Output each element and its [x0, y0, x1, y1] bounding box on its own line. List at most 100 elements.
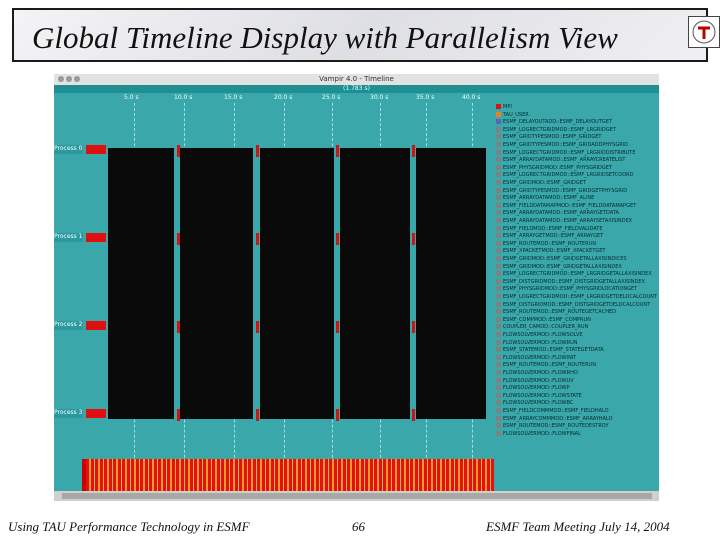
close-window-button[interactable] — [58, 76, 64, 82]
legend-item[interactable]: ESMF_DISTGRIDMOD::ESMF_DISTGRIDGETALLAXI… — [496, 278, 645, 285]
legend-label: ESMF_ARRAYDATAMOD::ESMF_ARRAYSETAXISINDE… — [503, 218, 633, 224]
legend-label: ESMF_GRIDMOD::ESMF_GRIDGETALLAXISINDEX — [503, 263, 622, 270]
legend-swatch — [496, 134, 501, 140]
zoom-info-bar: (1.783 s) — [54, 85, 659, 93]
mpi-event — [256, 321, 259, 333]
legend-label: FLOWSOLVERMOD::FLOWFINAL — [503, 430, 581, 437]
legend-label: ESMF_FIELDCOMMMOD::ESMF_FIELDHALO — [503, 408, 609, 414]
legend-swatch — [496, 180, 501, 185]
legend-item[interactable]: ESMF_ARRAYDATAMOD::ESMF_ARRAYGETDATA — [496, 210, 619, 216]
mpi-event — [336, 409, 339, 421]
legend-label: ESMF_ARRAYGETMOD::ESMF_ARRAYGET — [503, 233, 604, 240]
legend-swatch — [496, 339, 501, 345]
legend-item[interactable]: ESMF_GRIDTYPESMOD::ESMF_GRIDGETPHYSGRID — [496, 187, 627, 194]
legend-swatch — [496, 347, 501, 353]
legend-item[interactable]: ESMF_FIELDCOMMMOD::ESMF_FIELDHALO — [496, 408, 609, 414]
legend-item[interactable]: FLOWSOLVERMOD::FLOWUV — [496, 377, 574, 384]
legend-label: ESMF_ARRAYDATAMOD::ESMF_ARRAYGETDATA — [503, 210, 619, 217]
legend-swatch — [496, 256, 501, 261]
legend-swatch — [496, 218, 501, 223]
legend-label: ESMF_ARRAYDATAMOD::ESMF_ARRAYCREATELIST — [503, 157, 626, 164]
horizontal-scrollbar[interactable] — [54, 491, 659, 501]
mpi-event — [412, 233, 415, 245]
legend-item[interactable]: ESMF_ROUTEMOD::ESMF_ROUTERUN — [496, 362, 596, 368]
legend-label: FLOWSOLVERMOD::FLOWP — [503, 385, 570, 392]
legend-label: ESMF_LOGRECTGRIDMOD::ESMF_LRGRIDDISTRIBU… — [503, 149, 636, 156]
legend-label: FLOWSOLVERMOD::FLOWBC — [503, 400, 574, 407]
legend-item[interactable]: ESMF_ARRAYGETMOD::ESMF_ARRAYGET — [496, 233, 603, 239]
legend-item[interactable]: COUPLER_CAMOD::COUPLER_RUN — [496, 324, 588, 330]
legend-item[interactable]: FLOWSOLVERMOD::FLOWBC — [496, 400, 573, 406]
legend-item[interactable]: ESMF_PHYSGRIDMOD::ESMF_PHYSGRIDGET — [496, 164, 612, 171]
process-mpi-marker — [86, 409, 106, 418]
legend-item[interactable]: TAU_USER — [496, 111, 529, 118]
legend-item[interactable]: ESMF_DISTGRIDMOD::ESMF_DISTGRIDGETDELOCA… — [496, 301, 651, 308]
legend-label: ESMF_STATEMOD::ESMF_STATEGETDATA — [503, 347, 604, 354]
legend-label: ESMF_GRIDTYPESMOD::ESMF_GRIDGET — [503, 134, 602, 141]
legend-item[interactable]: FLOWSOLVERMOD::FLOWRUN — [496, 339, 577, 346]
parallelism-view[interactable] — [86, 459, 494, 497]
footer-left: Using TAU Performance Technology in ESMF — [8, 519, 250, 534]
legend-item[interactable]: ESMF_ARRAYDATAMOD::ESMF_ALINE — [496, 195, 594, 201]
legend-item[interactable]: ESMF_STATEMOD::ESMF_STATEGETDATA — [496, 347, 604, 353]
legend-item[interactable]: ESMF_ROUTEMOD::ESMF_ROUTERUN — [496, 240, 596, 247]
window-title: Vampir 4.0 - Timeline — [319, 75, 394, 83]
legend-item[interactable]: FLOWSOLVERMOD::FLOWFINAL — [496, 430, 581, 437]
legend-item[interactable]: ESMF_GRIDMOD::ESMF_GRIDGET — [496, 180, 586, 186]
legend-item[interactable]: ESMF_DELAYOUTADD::ESMF_DELAYOUTGET — [496, 119, 612, 125]
mpi-event — [256, 145, 259, 157]
legend-swatch — [496, 271, 501, 277]
activity-block — [340, 148, 410, 419]
legend-swatch — [496, 392, 501, 398]
legend-item[interactable]: ESMF_LOGRECTGRIDMOD::ESMF_LRGRIDGETALLAX… — [496, 271, 652, 277]
legend-label: ESMF_COMPMOD::ESMF_COMPRUN — [503, 316, 591, 323]
legend-item[interactable]: ESMF_ROUTEMOD::ESMF_ROUTEGETCACHED — [496, 309, 616, 315]
legend-label: FLOWSOLVERMOD::FLOWSOLVE — [503, 332, 583, 338]
legend-item[interactable]: ESMF_LOGRECTGRIDMOD::ESMF_LRGRIDGETDELOC… — [496, 294, 657, 300]
legend-item[interactable]: ESMF_GRIDMOD::ESMF_GRIDGETALLAXISINDEX — [496, 263, 622, 270]
legend-swatch — [496, 111, 501, 117]
function-legend[interactable]: MPI TAU_USER ESMF_DELAYOUTADD::ESMF_DELAYO… — [494, 103, 659, 491]
legend-item[interactable]: ESMF_ARRAYDATAMOD::ESMF_ARRAYSETAXISINDE… — [496, 218, 632, 224]
legend-item[interactable]: FLOWSOLVERMOD::FLOWRHO — [496, 370, 578, 376]
legend-item[interactable]: ESMF_ARRAYCOMMMOD::ESMF_ARRAYHALO — [496, 415, 613, 422]
legend-swatch — [496, 142, 501, 147]
minimize-window-button[interactable] — [66, 76, 72, 82]
legend-swatch — [496, 294, 501, 299]
legend-item[interactable]: ESMF_COMPMOD::ESMF_COMPRUN — [496, 316, 591, 323]
maximize-window-button[interactable] — [74, 76, 80, 82]
legend-item[interactable]: ESMF_ROUTEMOD::ESMF_ROUTEDESTROY — [496, 423, 609, 429]
legend-item[interactable]: FLOWSOLVERMOD::FLOWSTATE — [496, 392, 582, 399]
legend-item[interactable]: FLOWSOLVERMOD::FLOWINIT — [496, 354, 576, 361]
legend-item[interactable]: ESMF_LOGRECTGRIDMOD::ESMF_LRGRIDSETCOORD — [496, 172, 634, 178]
legend-swatch — [496, 370, 501, 375]
legend-item[interactable]: ESMF_XPACKETMOD::ESMF_XPACKETGET — [496, 248, 605, 254]
legend-item[interactable]: FLOWSOLVERMOD::FLOWP — [496, 385, 570, 391]
process-label: Process 0 — [54, 145, 83, 154]
legend-swatch — [496, 126, 501, 132]
legend-item[interactable]: ESMF_GRIDTYPESMOD::ESMF_GRIDGET — [496, 134, 601, 140]
legend-item[interactable]: MPI — [496, 104, 512, 110]
scrollbar-thumb[interactable] — [62, 493, 652, 499]
legend-item[interactable]: ESMF_FIELDDATAMAPMOD::ESMF_FIELDDATAMAPG… — [496, 202, 636, 209]
legend-swatch — [496, 149, 501, 155]
mpi-event — [336, 145, 339, 157]
window-titlebar[interactable]: Vampir 4.0 - Timeline — [54, 74, 659, 85]
legend-label: ESMF_LOGRECTGRIDMOD::ESMF_LRGRIDSETCOORD — [503, 172, 634, 179]
legend-item[interactable]: ESMF_GRIDTYPESMOD::ESMF_GRIDADDPHYSGRID — [496, 142, 628, 148]
legend-item[interactable]: ESMF_FIELDMOD::ESMF_FIELDVALIDATE — [496, 225, 603, 232]
legend-item[interactable]: ESMF_LOGRECTGRIDMOD::ESMF_LRGRIDGET — [496, 126, 616, 133]
legend-item[interactable]: ESMF_GRIDMOD::ESMF_GRIDGETALLAXISINDICES — [496, 256, 627, 262]
process-mpi-marker — [86, 233, 106, 242]
legend-item[interactable]: ESMF_ARRAYDATAMOD::ESMF_ARRAYCREATELIST — [496, 157, 626, 163]
timeline-plot[interactable]: Process 0 Process 1 Process 2 Process 3 — [54, 103, 494, 501]
vampir-window: Vampir 4.0 - Timeline (1.783 s) 5.0 s 10… — [54, 74, 659, 501]
legend-item[interactable]: ESMF_LOGRECTGRIDMOD::ESMF_LRGRIDDISTRIBU… — [496, 149, 636, 156]
legend-swatch — [496, 240, 501, 246]
legend-swatch — [496, 408, 501, 413]
legend-item[interactable]: FLOWSOLVERMOD::FLOWSOLVE — [496, 332, 583, 338]
legend-item[interactable]: ESMF_PHYSGRIDMOD::ESMF_PHYSGRIDLOCATIONG… — [496, 286, 637, 292]
legend-label: ESMF_DISTGRIDMOD::ESMF_DISTGRIDGETDELOCA… — [503, 301, 651, 308]
legend-swatch — [496, 316, 501, 322]
legend-swatch — [496, 172, 501, 178]
